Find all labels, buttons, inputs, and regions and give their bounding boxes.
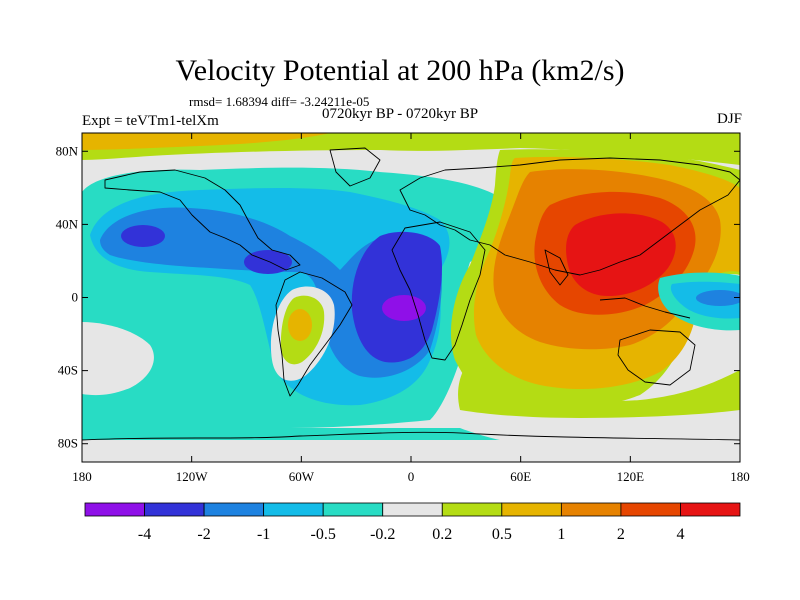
coast-australia [617,329,696,386]
y-tick-label: 80N [56,143,79,158]
colorbar-label: 2 [617,526,625,543]
coast-maritime-continent [599,297,691,319]
colorbar-label: -0.5 [311,526,336,543]
coast-africa [391,221,486,361]
colorbar-label: -0.2 [370,526,395,543]
season-label: DJF [716,111,742,127]
coastlines [82,147,740,441]
x-tick-label: 0 [408,469,415,484]
colorbar-box [560,502,622,517]
contour-atlantic-africa-minimum [382,295,426,321]
axis-ticks [81,133,741,462]
contour-west-pacific-low-core [696,290,740,306]
contour-west-negative-inner [100,207,442,378]
x-tick-label: 60E [510,469,531,484]
colorbar-box [501,502,562,517]
coast-south-america [275,271,353,397]
x-tick-label: 120W [176,469,209,484]
colorbar [84,502,741,517]
colorbar-box [382,502,443,517]
colorbar-box [441,502,503,517]
y-tick-label: 80S [58,436,78,451]
coast-greenland [329,147,381,187]
colorbar-box [84,502,145,517]
y-tick-label: 40N [56,216,79,231]
contour-east-positive-max [566,213,676,296]
colorbar-box [203,502,265,517]
colorbar-label: 4 [676,526,684,543]
x-tick-label: 120E [617,469,645,484]
contour-field [82,133,740,462]
experiment-label: Expt = teVTm1-telXm [82,113,219,129]
contour-north-pacific-low [121,225,165,247]
contour-south-polar-band [82,428,500,440]
colorbar-label: -2 [197,526,210,543]
y-tick-label: 0 [72,290,79,305]
colorbar-label: -1 [257,526,270,543]
contour-north-polar-yellow [82,133,330,150]
contour-south-america-cell-inner [288,309,312,341]
x-tick-label: 60W [289,469,315,484]
coast-indian-subcontinent [544,249,569,286]
page-title: Velocity Potential at 200 hPa (km2/s) [175,54,625,87]
axis-labels: 180 120W 60W 0 60E 120E 180 80N 40N 0 40S 80S [56,143,750,484]
contour-south-pacific-neutral [82,322,154,396]
colorbar-label: 1 [557,526,565,543]
colorbar-box [620,502,681,517]
colorbar-box [144,502,205,517]
colorbar-box [322,502,384,517]
colorbar-label: 0.2 [432,526,452,543]
y-tick-label: 40S [58,363,78,378]
contour-south-band [458,360,740,418]
x-tick-label: 180 [72,469,92,484]
colorbar-label: -4 [138,526,151,543]
colorbar-label: 0.5 [492,526,512,543]
colorbar-labels: -4 -2 -1 -0.5 -0.2 0.2 0.5 1 2 4 [138,526,685,543]
contour-gulf-low [244,250,292,274]
coast-north-america [104,169,301,271]
stats-label: rmsd= 1.68394 diff= -3.24211e-05 [189,94,370,109]
period-label: 0720kyr BP - 0720kyr BP [322,106,479,122]
coast-europe-asia [399,157,740,276]
colorbar-box [263,502,324,517]
x-tick-label: 180 [730,469,750,484]
colorbar-box [680,502,741,517]
coast-antarctica [82,431,740,441]
